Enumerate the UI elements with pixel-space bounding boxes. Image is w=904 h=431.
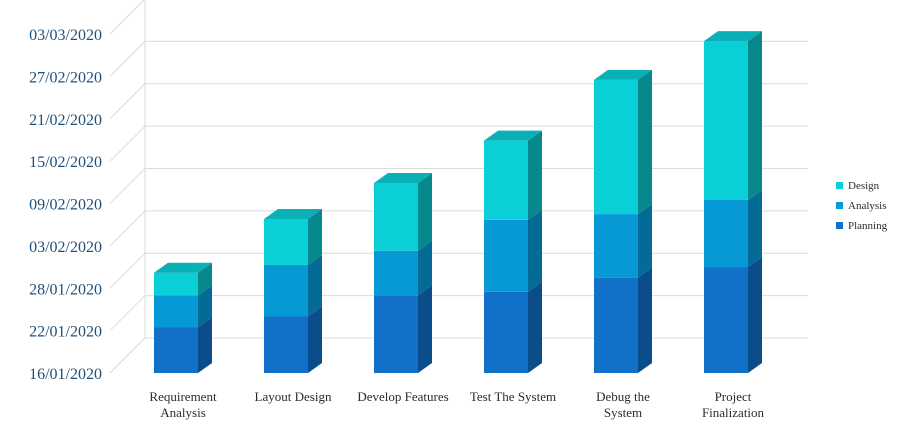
gridline: [109, 83, 808, 120]
bar-top: [374, 173, 432, 184]
y-tick-label: 16/01/2020: [29, 366, 102, 383]
bar-stack: [264, 209, 322, 373]
bar-side: [748, 189, 762, 268]
y-tick-label: 28/01/2020: [29, 281, 102, 298]
bar-segment: [264, 316, 308, 373]
bar-side: [198, 285, 212, 328]
bar-side: [528, 130, 542, 220]
gridline: [109, 168, 808, 204]
gridline: [109, 125, 808, 162]
bar-segment: [594, 277, 638, 373]
x-tick-label-line: Test The System: [470, 389, 556, 404]
y-tick-label: 09/02/2020: [29, 197, 102, 214]
y-tick-label: 21/02/2020: [29, 112, 102, 129]
x-tick-label-line: Analysis: [160, 405, 206, 420]
bar-segment: [484, 219, 528, 292]
bar-segment: [154, 272, 198, 296]
bar-top: [154, 262, 212, 273]
x-tick-label-line: Develop Features: [357, 389, 448, 404]
bar-segment: [374, 183, 418, 251]
bar-side: [528, 209, 542, 292]
x-tick-label-line: Finalization: [702, 405, 765, 420]
bars: [154, 31, 762, 373]
bar-segment: [594, 214, 638, 278]
bar-side: [198, 317, 212, 373]
legend: Design Analysis Planning: [836, 180, 888, 232]
bar-segment: [374, 250, 418, 296]
x-tick-label: Layout Design: [255, 389, 332, 404]
legend-label: Planning: [848, 220, 888, 232]
y-tick-label: 03/02/2020: [29, 239, 102, 256]
legend-swatch: [836, 202, 843, 209]
gridline: [109, 252, 808, 289]
legend-swatch: [836, 182, 843, 189]
bar-segment: [374, 295, 418, 373]
bar-top: [484, 130, 542, 141]
bar-stack: [484, 130, 542, 373]
y-tick-label: 03/03/2020: [29, 27, 102, 44]
bar-side: [198, 262, 212, 296]
bar-top: [594, 69, 652, 80]
x-tick-label: Debug the System: [596, 389, 650, 420]
bar-segment: [594, 79, 638, 215]
bar-side: [418, 285, 432, 373]
legend-label: Design: [848, 180, 880, 192]
y-tick-label: 27/02/2020: [29, 69, 102, 86]
bar-stack: [594, 69, 652, 373]
bar-stack: [704, 31, 762, 373]
gridlines: [109, 0, 808, 374]
bar-side: [418, 173, 432, 251]
x-tick-label-line: Debug the: [596, 389, 650, 404]
x-tick-label-line: System: [604, 405, 642, 420]
bar-segment: [484, 140, 528, 220]
bar-segment: [154, 295, 198, 328]
y-tick-label: 15/02/2020: [29, 154, 102, 171]
x-tick-label-line: Requirement: [149, 389, 217, 404]
bar-side: [308, 254, 322, 317]
legend-label: Analysis: [848, 200, 887, 212]
bar-stack: [374, 173, 432, 373]
x-tick-label: Test The System: [470, 389, 556, 404]
x-tick-label: Develop Features: [357, 389, 448, 404]
bar-top: [704, 31, 762, 42]
gridline: [109, 295, 808, 331]
bar-side: [748, 257, 762, 373]
gridline: [109, 40, 808, 77]
bar-segment: [704, 41, 748, 200]
gridline: [109, 210, 808, 247]
bar-side: [308, 209, 322, 265]
bar-side: [418, 240, 432, 296]
bar-top: [264, 209, 322, 220]
bar-segment: [704, 267, 748, 373]
bar-segment: [264, 219, 308, 265]
x-tick-label-line: Layout Design: [255, 389, 332, 404]
bar-side: [748, 31, 762, 200]
bar-segment: [264, 264, 308, 317]
y-tick-label: 22/01/2020: [29, 324, 102, 341]
x-axis-ticks: Requirement Analysis Layout Design Develop …: [149, 389, 764, 420]
bar-side: [308, 306, 322, 373]
bar-stack: [154, 262, 212, 373]
bar-segment: [154, 327, 198, 373]
bar-side: [638, 204, 652, 278]
y-axis-ticks: 16/01/2020 22/01/2020 28/01/2020 03/02/2020…: [29, 27, 102, 383]
gridline: [109, 0, 145, 35]
bar-side: [638, 267, 652, 373]
bar-side: [528, 281, 542, 373]
gridline: [109, 337, 808, 374]
bar-segment: [484, 291, 528, 373]
x-tick-label: Requirement Analysis: [149, 389, 217, 420]
x-tick-label-line: Project: [715, 389, 752, 404]
legend-swatch: [836, 222, 843, 229]
x-tick-label: Project Finalization: [702, 389, 765, 420]
bar-side: [638, 69, 652, 215]
bar-segment: [704, 199, 748, 268]
